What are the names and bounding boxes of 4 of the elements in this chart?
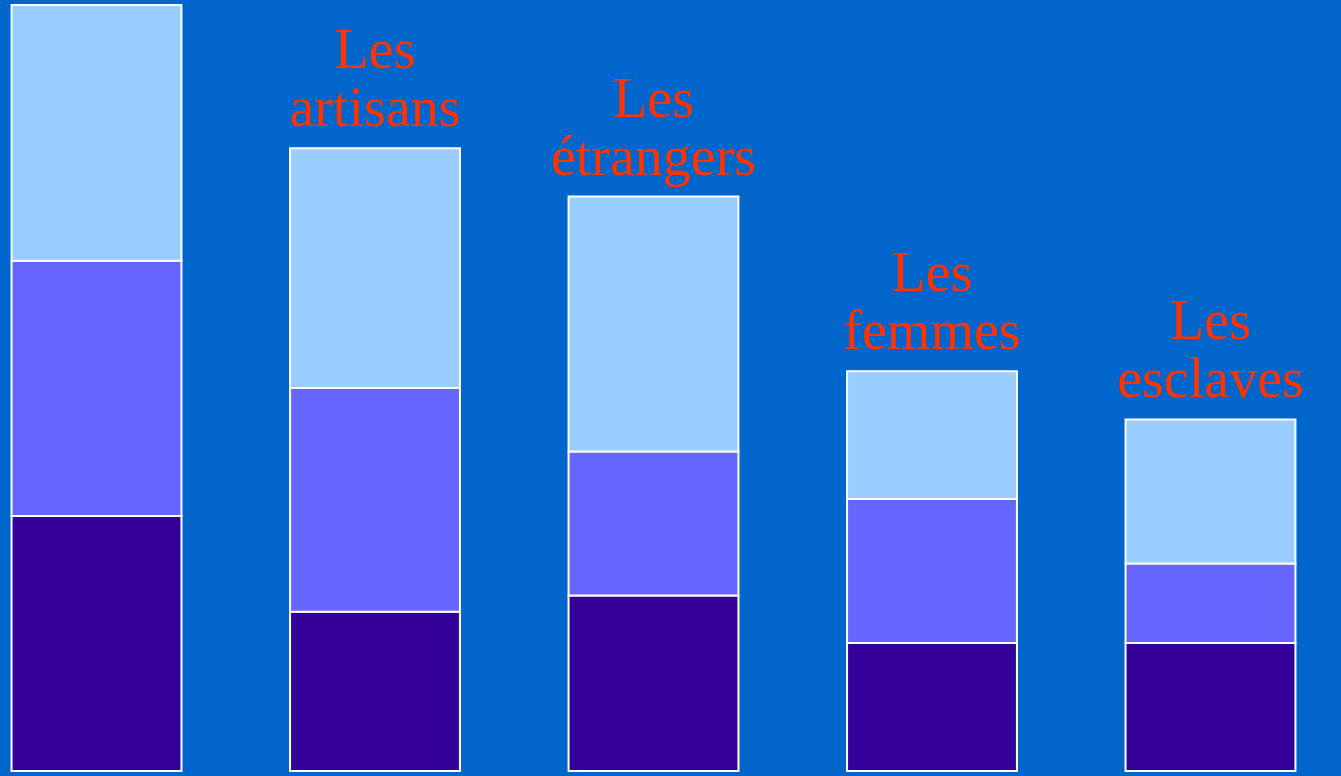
x-tick-label: Les esclaves: [1117, 289, 1304, 410]
x-tick-label: Les femmes: [843, 241, 1021, 362]
x-tick-label: Les artisans: [289, 18, 461, 139]
x-tick-label: Les étrangers: [550, 66, 757, 187]
